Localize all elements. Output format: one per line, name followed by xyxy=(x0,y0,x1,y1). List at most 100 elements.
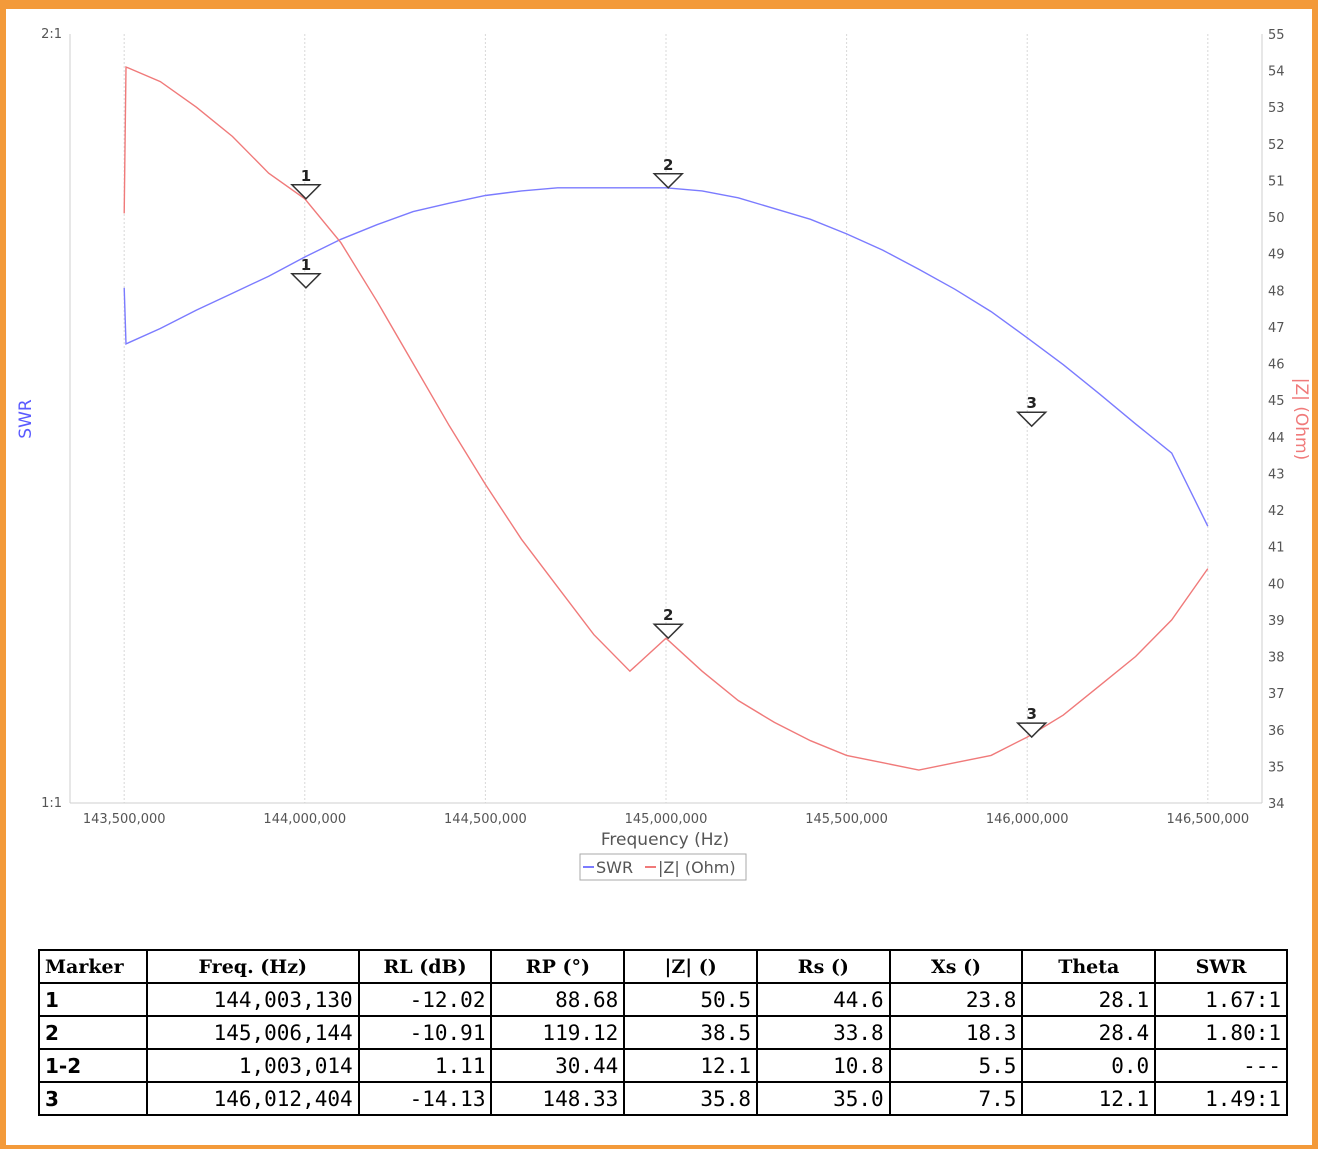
header-z: |Z| () xyxy=(623,949,758,984)
cell-theta: 0.0 xyxy=(1021,1048,1157,1083)
chart-markers: 1 1 2 2 3 3 xyxy=(290,156,1048,739)
cell-rs: 44.6 xyxy=(755,982,891,1017)
cell-theta: 28.4 xyxy=(1021,1015,1157,1050)
y-left-tick-label: 2:1 xyxy=(41,27,62,42)
cell-rs: 10.8 xyxy=(755,1048,891,1083)
cell-freq: 146,012,404 xyxy=(145,1081,360,1116)
table-row: 2 145,006,144 -10.91 119.12 38.5 33.8 18… xyxy=(38,1015,1288,1050)
swr-series-line xyxy=(123,187,1209,527)
y-right-tick-label: 37 xyxy=(1268,687,1285,702)
y-right-tick-label: 40 xyxy=(1268,577,1285,592)
x-tick-label: 144,500,000 xyxy=(444,812,527,827)
marker-table-header: Marker Freq. (Hz) RL (dB) RP (°) |Z| () … xyxy=(38,949,1288,984)
cell-xs: 23.8 xyxy=(888,982,1024,1017)
cell-z: 35.8 xyxy=(623,1081,758,1116)
cell-rp: 119.12 xyxy=(490,1015,626,1050)
y-left-tick-label: 1:1 xyxy=(41,796,62,811)
cell-rs: 33.8 xyxy=(755,1015,891,1050)
cell-freq: 144,003,130 xyxy=(145,982,360,1017)
cell-z: 50.5 xyxy=(623,982,758,1017)
cell-rs: 35.0 xyxy=(755,1081,891,1116)
header-rs: Rs () xyxy=(755,949,891,984)
x-tick-label: 144,000,000 xyxy=(263,812,346,827)
marker-1-label: 1 xyxy=(301,256,311,274)
cell-xs: 18.3 xyxy=(888,1015,1024,1050)
impedance-series-line xyxy=(123,65,1209,771)
cell-rl: -10.91 xyxy=(357,1015,493,1050)
header-rl: RL (dB) xyxy=(357,949,493,984)
y-right-tick-label: 52 xyxy=(1268,138,1285,153)
marker-table: Marker Freq. (Hz) RL (dB) RP (°) |Z| () … xyxy=(38,949,1288,1116)
cell-z: 12.1 xyxy=(623,1048,758,1083)
x-tick-label: 145,000,000 xyxy=(625,812,708,827)
marker-1-triangle xyxy=(290,273,322,289)
cell-marker: 1 xyxy=(38,982,148,1017)
marker-2-triangle xyxy=(652,173,685,189)
marker-2-label: 2 xyxy=(663,156,673,174)
cell-marker: 2 xyxy=(38,1015,148,1050)
header-swr: SWR xyxy=(1154,949,1288,984)
y-right-tick-label: 53 xyxy=(1268,101,1285,116)
cell-xs: 7.5 xyxy=(888,1081,1024,1116)
y-right-tick-label: 47 xyxy=(1268,321,1285,336)
header-freq: Freq. (Hz) xyxy=(145,949,360,984)
cell-theta: 28.1 xyxy=(1021,982,1157,1017)
cell-freq: 1,003,014 xyxy=(145,1048,360,1083)
table-row: 1-2 1,003,014 1.11 30.44 12.1 10.8 5.5 0… xyxy=(38,1048,1288,1083)
cell-rp: 88.68 xyxy=(490,982,626,1017)
table-row: 3 146,012,404 -14.13 148.33 35.8 35.0 7.… xyxy=(38,1081,1288,1116)
cell-rl: -14.13 xyxy=(357,1081,493,1116)
x-tick-label: 145,500,000 xyxy=(805,812,888,827)
y-right-tick-label: 34 xyxy=(1268,797,1285,812)
cell-xs: 5.5 xyxy=(888,1048,1024,1083)
marker-2-triangle xyxy=(652,623,685,640)
header-marker: Marker xyxy=(38,949,148,984)
chart-axes: 143,500,000 144,000,000 144,500,000 145,000… xyxy=(41,27,1284,827)
y-right-tick-label: 46 xyxy=(1268,358,1285,373)
cell-swr: 1.80:1 xyxy=(1154,1015,1288,1050)
legend-z-label: |Z| (Ohm) xyxy=(658,858,736,877)
y-right-tick-label: 51 xyxy=(1268,174,1285,189)
chart-grid xyxy=(123,34,1209,803)
y-right-tick-label: 49 xyxy=(1268,248,1285,263)
marker-3-label: 3 xyxy=(1026,394,1036,412)
cell-swr: --- xyxy=(1154,1048,1288,1083)
table-row: 1 144,003,130 -12.02 88.68 50.5 44.6 23.… xyxy=(38,982,1288,1017)
cell-freq: 145,006,144 xyxy=(145,1015,360,1050)
cell-z: 38.5 xyxy=(623,1015,758,1050)
legend-box xyxy=(579,853,747,881)
y-right-tick-label: 54 xyxy=(1268,65,1285,80)
header-xs: Xs () xyxy=(888,949,1024,984)
cell-marker: 1-2 xyxy=(38,1048,148,1083)
y-axis-right-title: |Z| (Ohm) xyxy=(1291,378,1311,461)
y-right-tick-label: 39 xyxy=(1268,614,1285,629)
y-right-tick-label: 55 xyxy=(1268,28,1285,43)
cell-swr: 1.49:1 xyxy=(1154,1081,1288,1116)
cell-marker: 3 xyxy=(38,1081,148,1116)
y-right-tick-label: 41 xyxy=(1268,541,1285,556)
x-axis-title: Frequency (Hz) xyxy=(601,830,729,850)
swr-impedance-chart: 143,500,000 144,000,000 144,500,000 145,000… xyxy=(16,27,1311,881)
cell-rl: 1.11 xyxy=(357,1048,493,1083)
x-tick-label: 146,500,000 xyxy=(1166,812,1249,827)
cell-theta: 12.1 xyxy=(1021,1081,1157,1116)
legend-swr-label: SWR xyxy=(596,858,633,877)
chart-series xyxy=(123,65,1209,771)
x-tick-label: 143,500,000 xyxy=(83,812,166,827)
y-right-tick-label: 44 xyxy=(1268,431,1285,446)
cell-swr: 1.67:1 xyxy=(1154,982,1288,1017)
cell-rl: -12.02 xyxy=(357,982,493,1017)
marker-2-label: 2 xyxy=(663,606,673,624)
chart-legend: SWR |Z| (Ohm) xyxy=(579,853,747,881)
y-axis-left-title: SWR xyxy=(16,399,36,439)
y-right-tick-label: 50 xyxy=(1268,211,1285,226)
marker-1-label: 1 xyxy=(301,167,311,185)
y-right-tick-label: 35 xyxy=(1268,760,1285,775)
marker-3-label: 3 xyxy=(1026,705,1036,723)
marker-3-triangle xyxy=(1015,722,1048,739)
y-right-tick-label: 36 xyxy=(1268,724,1285,739)
marker-3-triangle xyxy=(1015,411,1048,428)
y-right-tick-label: 45 xyxy=(1268,394,1285,409)
y-right-tick-label: 48 xyxy=(1268,284,1285,299)
